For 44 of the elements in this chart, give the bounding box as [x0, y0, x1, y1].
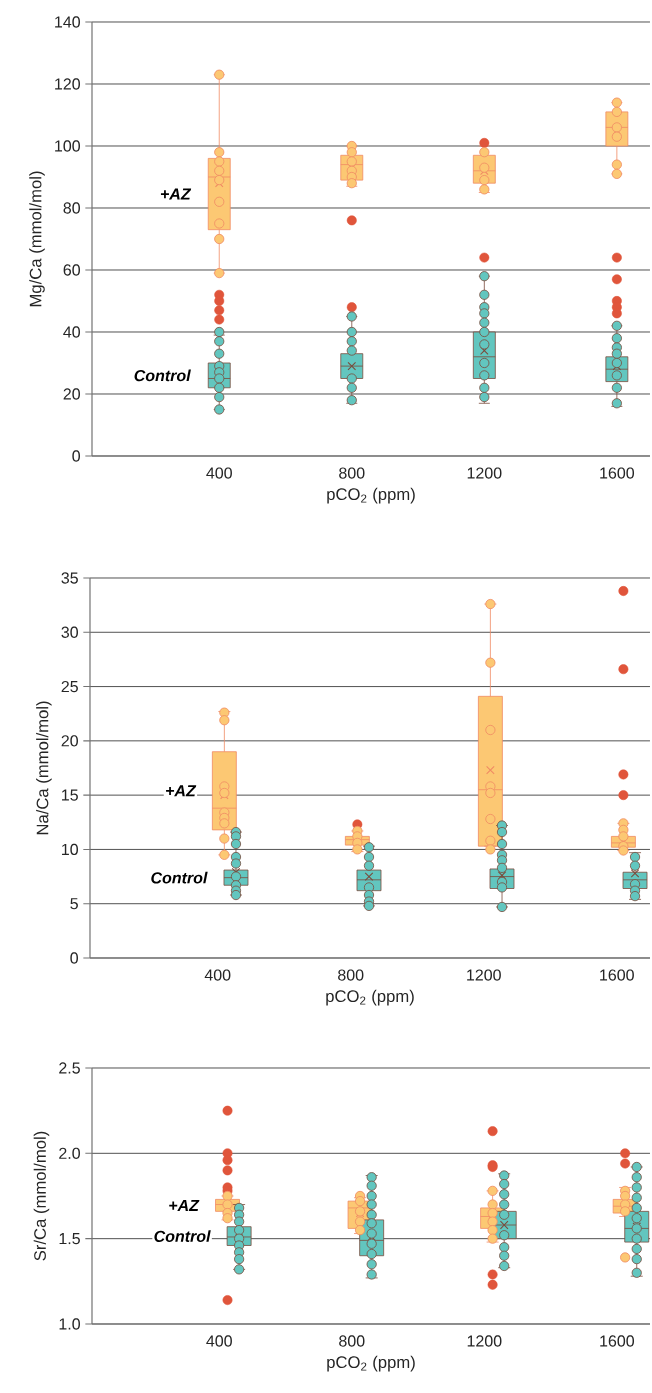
x-tick-label: 400 — [206, 1335, 232, 1347]
x-tick-label: 400 — [206, 467, 232, 479]
y-tick-label: 80 — [63, 202, 80, 214]
series-label: Control — [151, 871, 208, 884]
y-tick-label: 0 — [72, 450, 80, 462]
x-tick-label: 800 — [339, 1335, 365, 1347]
y-tick-label: 60 — [63, 264, 80, 276]
x-tick-label: 800 — [339, 467, 365, 479]
x-tick-label: 1600 — [600, 969, 634, 981]
y-tick-label: 100 — [55, 140, 80, 152]
x-axis-title: pCO$_{2}$ (ppm) — [327, 487, 415, 504]
y-tick-label: 20 — [61, 735, 78, 747]
y-tick-label: 1.5 — [59, 1233, 80, 1245]
series-label: +AZ — [166, 785, 197, 797]
series-label: +AZ — [169, 1199, 200, 1211]
x-tick-label: 1600 — [600, 467, 635, 479]
y-tick-label: 1.0 — [59, 1318, 80, 1330]
y-tick-label: 25 — [61, 680, 78, 693]
y-tick-label: 5 — [70, 898, 78, 910]
y-tick-label: 35 — [61, 572, 78, 584]
x-tick-label: 800 — [338, 969, 364, 981]
y-tick-label: 30 — [61, 626, 78, 638]
x-tick-label: 400 — [204, 969, 231, 981]
y-axis-title: Mg/Ca (mmol/mol) — [29, 171, 45, 307]
y-tick-label: 40 — [63, 326, 80, 338]
y-tick-label: 2.0 — [59, 1147, 80, 1159]
y-axis-title: Na/Ca (mmol/mol) — [36, 701, 52, 835]
y-tick-label: 0 — [70, 952, 78, 964]
series-label: Control — [154, 1230, 211, 1242]
x-tick-label: 1200 — [467, 467, 502, 479]
y-tick-label: 10 — [62, 843, 78, 856]
y-tick-label: 120 — [55, 78, 80, 90]
y-tick-label: 2.5 — [59, 1062, 80, 1074]
y-tick-label: 20 — [63, 388, 80, 400]
series-label: Control — [134, 369, 191, 382]
x-tick-label: 1600 — [600, 1335, 635, 1347]
y-axis-title: Sr/Ca (mmol/mol) — [33, 1131, 50, 1261]
y-tick-label: 15 — [62, 789, 78, 801]
series-label: +AZ — [160, 188, 192, 200]
x-axis-title: pCO$_{2}$ (ppm) — [326, 989, 414, 1006]
x-tick-label: 1200 — [467, 969, 501, 981]
y-tick-label: 140 — [55, 16, 80, 28]
x-axis-title: pCO$_{2}$ (ppm) — [327, 1355, 415, 1372]
x-tick-label: 1200 — [467, 1335, 502, 1347]
